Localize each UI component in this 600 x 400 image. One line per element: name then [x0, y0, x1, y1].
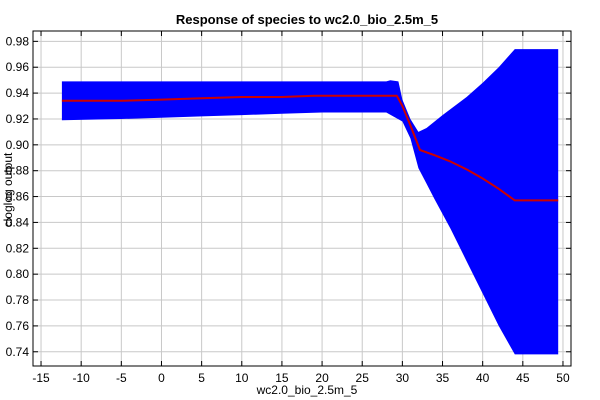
response-line-layer	[61, 94, 559, 202]
x-tick-label: -15	[32, 371, 50, 385]
x-tick-label: 10	[235, 371, 249, 385]
y-tick-label: 0.76	[6, 319, 30, 333]
x-tick-label: 15	[275, 371, 289, 385]
y-tick-label: 0.80	[6, 267, 30, 281]
plot-frame	[32, 30, 572, 367]
x-tick-label: 45	[516, 371, 530, 385]
x-tick-label: -5	[116, 371, 127, 385]
x-tick-label: -10	[73, 371, 91, 385]
confidence-band-layer	[61, 49, 559, 355]
y-tick-label: 0.90	[6, 138, 30, 152]
y-tick-label: 0.94	[6, 86, 30, 100]
y-tick-label: 0.86	[6, 190, 30, 204]
response-line	[61, 94, 559, 202]
y-tick-label: 0.78	[6, 293, 30, 307]
y-tick-label: 0.84	[6, 215, 30, 229]
chart-title: Response of species to wc2.0_bio_2.5m_5	[176, 12, 438, 27]
x-tick-label: 40	[476, 371, 490, 385]
y-tick-label: 0.82	[6, 241, 30, 255]
confidence-band	[61, 49, 559, 355]
x-tick-label: 5	[198, 371, 205, 385]
x-axis-label: wc2.0_bio_2.5m_5	[256, 383, 358, 397]
x-tick-label: 20	[315, 371, 329, 385]
y-tick-label: 0.92	[6, 112, 30, 126]
y-tick-label: 0.96	[6, 60, 30, 74]
x-tick-label: 50	[556, 371, 570, 385]
x-tick-label: 35	[436, 371, 450, 385]
y-axis-ticks: 0.74 0.76 0.78 0.80 0.82 0.84 0.86 0.88 0.90 0.92…	[6, 34, 571, 359]
x-tick-label: 30	[396, 371, 410, 385]
x-tick-label: 0	[158, 371, 165, 385]
y-tick-label: 0.88	[6, 164, 30, 178]
y-axis-label: cloglog output	[1, 152, 15, 227]
y-tick-label: 0.98	[6, 34, 30, 48]
x-axis-ticks: -15 -10 -5 0 5 10 15 20 25 30 35 40 45 50	[32, 31, 570, 385]
y-tick-label: 0.74	[6, 345, 30, 359]
x-tick-label: 25	[356, 371, 370, 385]
